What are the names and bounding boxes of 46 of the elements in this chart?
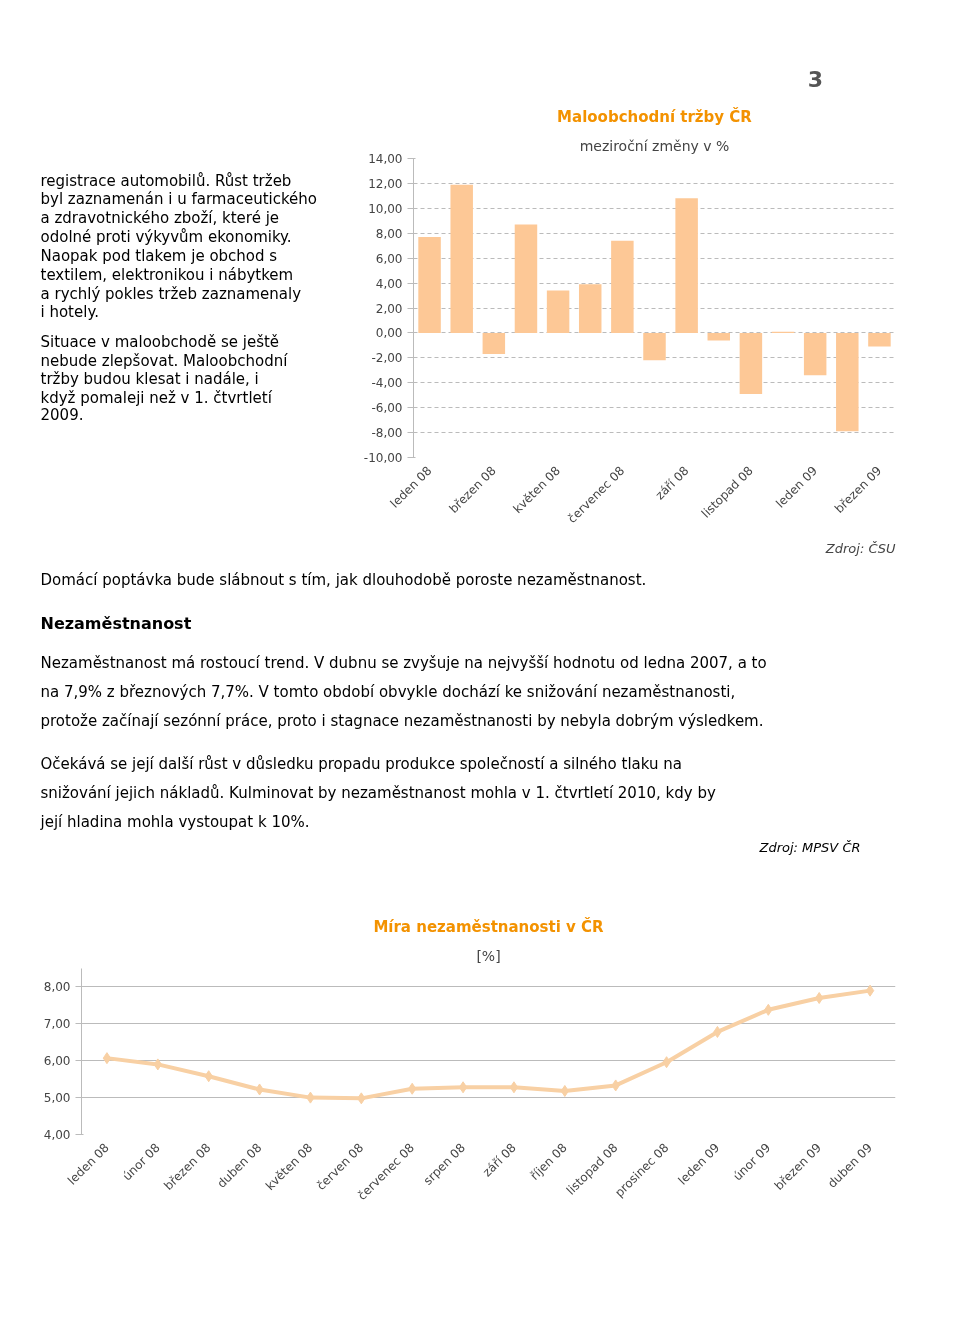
bar [514, 224, 538, 333]
bar [675, 198, 698, 333]
y-tick-label: -2,00 [371, 351, 403, 366]
point [865, 984, 875, 997]
y-tick-label: 7,00 [43, 1017, 71, 1032]
y-tick-label: 12,00 [368, 176, 403, 191]
y-tick-label: 0,00 [375, 326, 403, 341]
bar [868, 332, 891, 347]
text: Nezaměstnanost má rostoucí trend. V dubnu se zvyšuje na nejvyšší hodnotu od ledna 2007, a to na 7,9% z březnových 7,7%. V tomto období obvykle dochází ke snižování nezaměstnanosti, protože začínají sezónní práce, proto i stagnace nezaměstnanosti by nebyla dobrým výsledkem. [40, 653, 767, 730]
text: Zdroj: ČSU [824, 540, 896, 556]
y-tick-label: -10,00 [363, 451, 403, 465]
text: registrace automobilů. Růst tržeb byl zaznamenán i u farmaceutického a zdravotnického zboží, které je odolné proti výkyvům ekonomiky. Naopak pod tlakem je obchod s textilem, elektronikou i nábytkem a rychlý pokles tržeb zaznamenaly i hotely. [40, 171, 318, 322]
chart-title: Maloobchodní tržby ČR [557, 106, 753, 126]
y-tick-label: -6,00 [371, 401, 403, 416]
bar [418, 236, 441, 333]
y-tick-label: 14,00 [368, 152, 403, 166]
y-tick-label: 5,00 [43, 1091, 71, 1106]
y-tick-label: 8,00 [375, 226, 403, 241]
bar [836, 332, 859, 432]
bar [643, 332, 666, 361]
y-tick-label: 6,00 [375, 251, 403, 266]
text: Zdroj: MPSV ČR [758, 839, 861, 855]
y-tick-label: 2,00 [375, 301, 403, 316]
bar [803, 332, 827, 376]
chart-title: Míra nezaměstnanosti v ČR [373, 916, 605, 936]
bar [546, 290, 570, 333]
bar [611, 240, 634, 333]
y-tick-label: 6,00 [43, 1054, 71, 1069]
bar [578, 284, 602, 333]
text: Domácí poptávka bude slábnout s tím, jak dlouhodobě poroste nezaměstnanost. [40, 570, 647, 589]
bar [482, 332, 506, 355]
bar [707, 332, 731, 341]
chart-subtitle: meziroční změny v % [579, 137, 730, 154]
y-tick-label: -4,00 [371, 376, 403, 391]
text: 3 [807, 66, 824, 92]
chart-subtitle: [%] [476, 947, 501, 964]
text: Nezaměstnanost [40, 613, 192, 633]
y-tick-label: 8,00 [43, 980, 71, 995]
y-tick-label: -8,00 [371, 426, 403, 441]
bar [450, 184, 473, 333]
y-tick-label: 4,00 [375, 276, 403, 291]
text: Situace v maloobchodě se ještě nebude zlepšovat. Maloobchodní tržby budou klesat i nadále, i když pomaleji než v 1. čtvrtletí 2009. [40, 332, 289, 425]
bar [739, 332, 763, 394]
text: Očekává se její další růst v důsledku propadu produkce společností a silného tlaku na snižování jejich nákladů. Kulminovat by nezaměstnanost mohla v 1. čtvrtletí 2010, kdy by její hladina mohla vystoupat k 10%. [39, 754, 716, 831]
y-tick-label: 10,00 [368, 201, 403, 216]
y-tick-label: 4,00 [43, 1128, 71, 1142]
